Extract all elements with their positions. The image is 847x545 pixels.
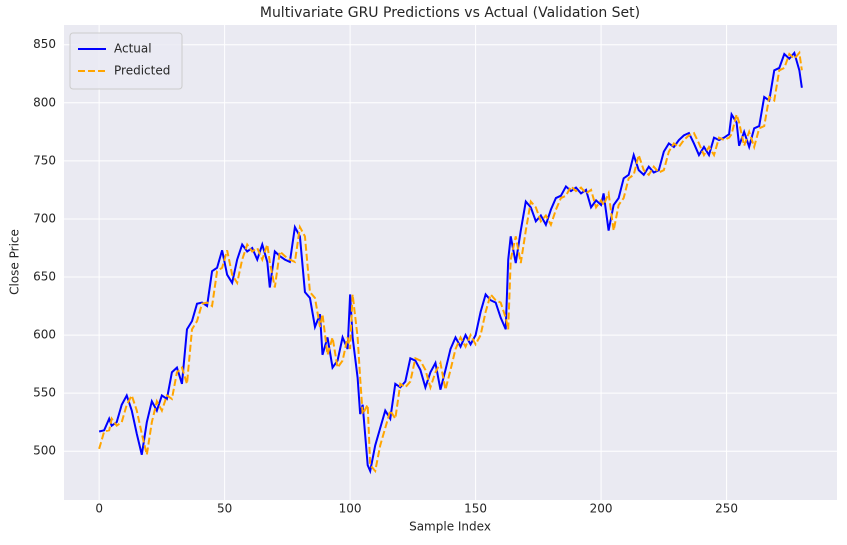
data-line	[98, 50, 803, 474]
x-axis-label: Sample Index	[409, 520, 491, 534]
y-tick-label: 850	[33, 37, 56, 51]
legend-box	[69, 32, 183, 90]
y-tick-label: 500	[33, 444, 56, 458]
x-tick-label: 250	[715, 502, 738, 516]
y-tick-label: 650	[33, 270, 56, 284]
y-tick-label: 800	[33, 95, 56, 109]
x-tick-label: 200	[590, 502, 613, 516]
plot-area	[64, 25, 837, 500]
x-tick-label: 50	[217, 502, 232, 516]
y-tick-label: 550	[33, 386, 56, 400]
chart-title: Multivariate GRU Predictions vs Actual (…	[260, 5, 640, 21]
x-tick-label: 150	[464, 502, 487, 516]
y-tick-label: 700	[33, 211, 56, 225]
legend-label: Actual	[114, 42, 152, 56]
y-tick-label: 750	[33, 153, 56, 167]
x-tick-label: 0	[95, 502, 103, 516]
y-tick-label: 600	[33, 328, 56, 342]
y-axis-label: Close Price	[8, 229, 22, 295]
legend-label: Predicted	[114, 64, 170, 78]
x-tick-label: 100	[339, 502, 362, 516]
data-line	[98, 50, 803, 475]
